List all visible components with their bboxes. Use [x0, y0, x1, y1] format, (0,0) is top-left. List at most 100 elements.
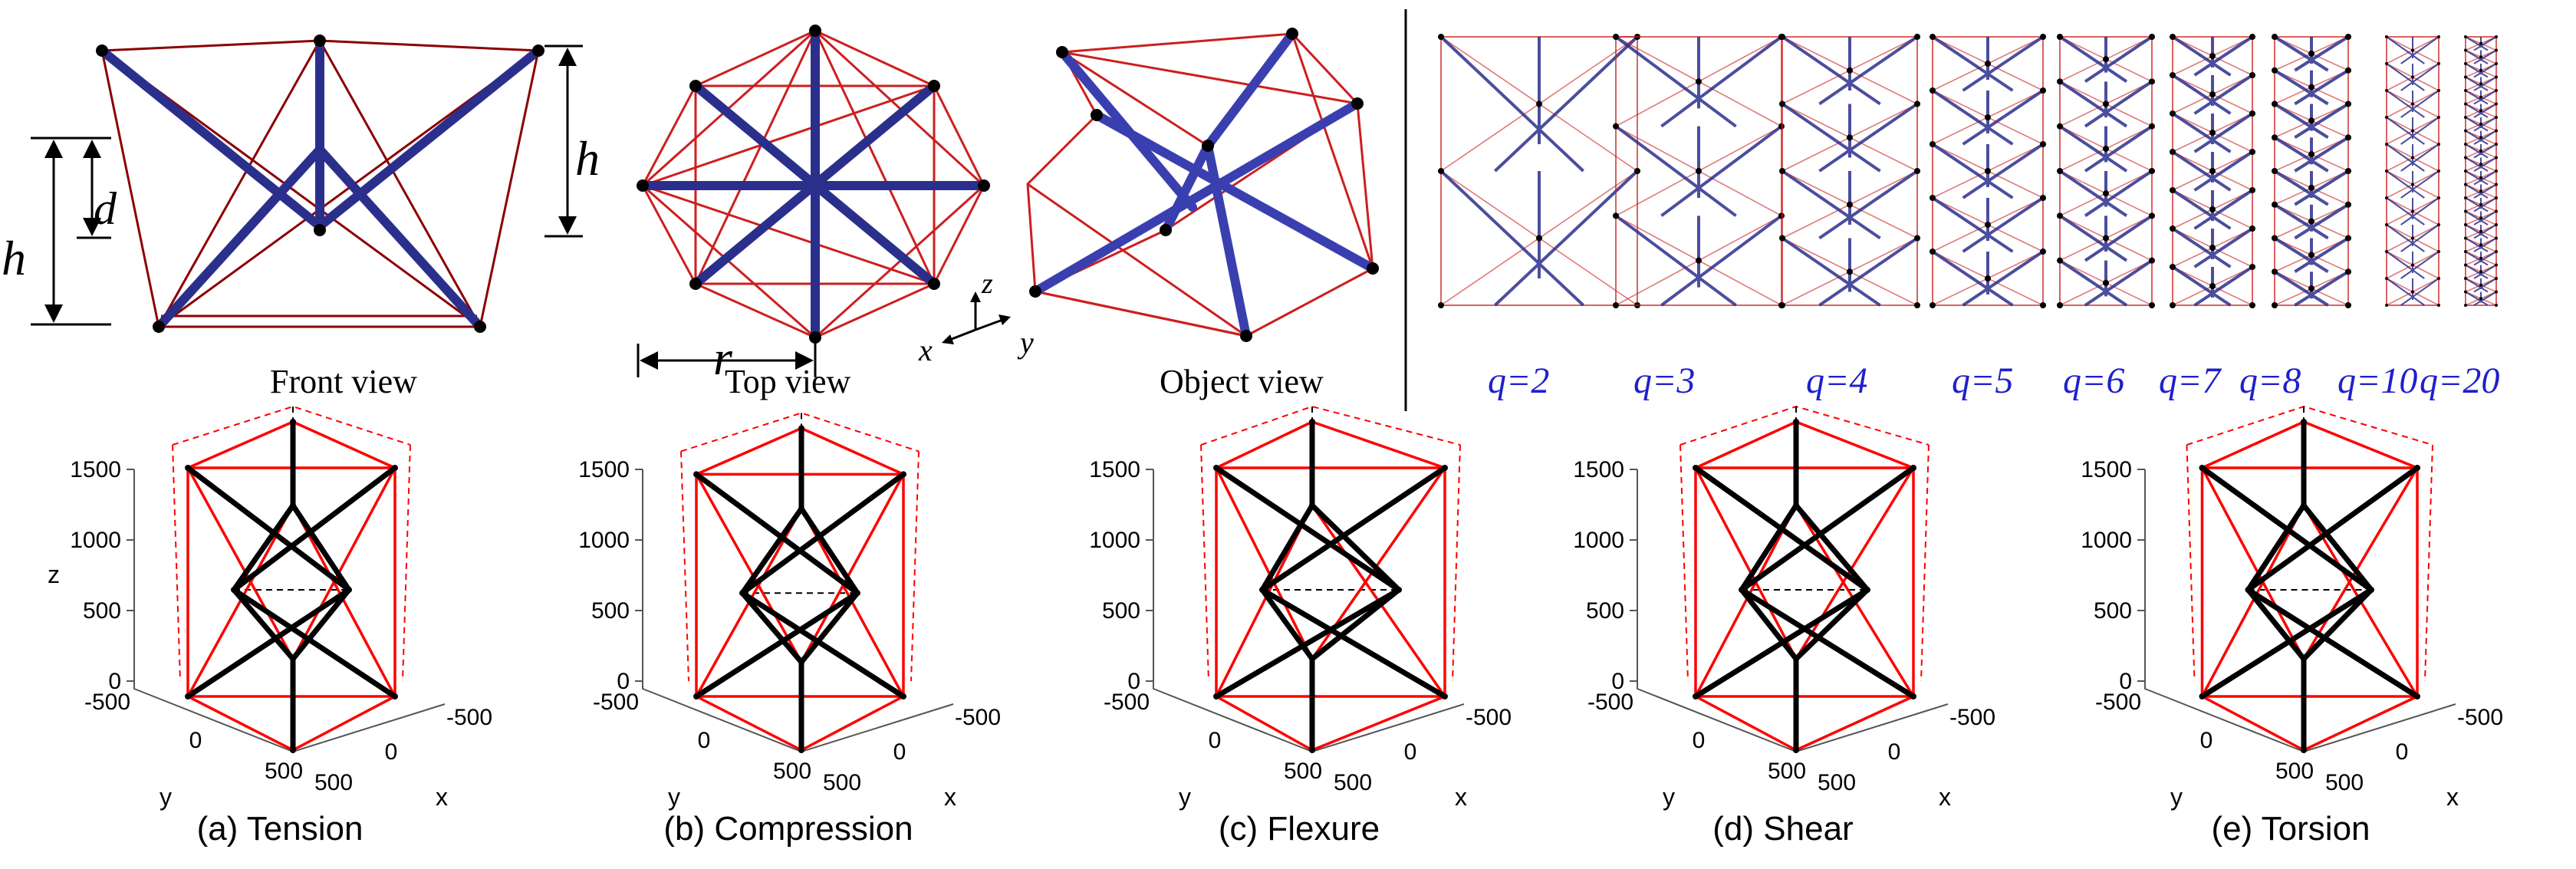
x-tick-label: 0	[893, 739, 906, 765]
q-label-7: q=7	[2159, 360, 2222, 401]
y-tick-label: 0	[1209, 728, 1222, 753]
q-label-20: q=20	[2420, 360, 2499, 401]
z-tick-label: 0	[617, 669, 630, 694]
y-axis-label: y	[668, 783, 680, 811]
x-axis-label: x	[1939, 783, 1951, 811]
y-tick-label: 0	[698, 728, 711, 753]
tensegrity-structure	[1679, 405, 1930, 753]
x-tick-label: 500	[2325, 770, 2364, 795]
panel-caption: (a) Tension	[197, 810, 364, 848]
object-view: Object view	[1026, 28, 1379, 400]
y-tick-label: 500	[2275, 759, 2314, 784]
panel-caption: (d) Shear	[1712, 810, 1853, 848]
dim-label-h-left: h	[2, 231, 26, 285]
tower-q=2	[1438, 34, 1640, 308]
y-tick-label: -500	[84, 690, 130, 715]
z-tick-label: 500	[2094, 598, 2132, 624]
z-tick-label: 1000	[2081, 528, 2132, 553]
y-tick-label: -500	[2095, 690, 2141, 715]
dim-label-d: d	[94, 183, 117, 234]
tensegrity-structure	[680, 412, 920, 753]
x-axis-label: x	[944, 783, 956, 811]
front-view: h d h Front view	[2, 35, 600, 400]
y-axis-label: y	[160, 783, 172, 811]
z-tick-label: 1000	[70, 528, 121, 553]
q-label-2: q=2	[1488, 360, 1549, 401]
z-tick-label: 0	[1611, 669, 1624, 694]
tensegrity-structure	[172, 405, 411, 753]
x-tick-label: 500	[823, 770, 861, 795]
tower-q=20	[2464, 35, 2498, 307]
z-tick-label: 1500	[1573, 457, 1624, 482]
y-tick-label: 0	[2200, 728, 2213, 753]
top-view-label: Top view	[725, 363, 851, 400]
x-tick-label: -500	[1466, 705, 1512, 730]
x-tick-label: -500	[955, 705, 1001, 730]
dim-label-r: r	[713, 331, 733, 385]
tower-q=8	[2272, 34, 2351, 308]
x-tick-label: 500	[1334, 770, 1372, 795]
top-view: r Top view	[637, 25, 990, 400]
x-tick-label: -500	[1949, 705, 1995, 730]
front-view-label: Front view	[270, 363, 417, 400]
y-tick-label: 500	[1768, 759, 1806, 784]
z-tick-label: 1000	[1089, 528, 1140, 553]
x-tick-label: 0	[385, 739, 398, 765]
tower-q=10	[2385, 35, 2440, 307]
tensegrity-structure	[1200, 405, 1461, 753]
x-tick-label: 500	[314, 770, 353, 795]
y-tick-label: 500	[773, 759, 811, 784]
triad-y-label: y	[1017, 325, 1034, 360]
z-tick-label: 1500	[2081, 457, 2132, 482]
x-tick-label: 0	[2396, 739, 2409, 765]
tower-q=7	[2170, 34, 2255, 308]
q-label-4: q=4	[1806, 360, 1867, 401]
panel-caption: (c) Flexure	[1219, 810, 1380, 848]
q-label-10: q=10	[2337, 360, 2417, 401]
q-label-3: q=3	[1633, 360, 1695, 401]
tower-q=4	[1779, 34, 1920, 308]
z-tick-label: 0	[2119, 669, 2132, 694]
z-tick-label: 500	[591, 598, 630, 624]
x-axis-label: x	[2446, 783, 2459, 811]
x-tick-label: 500	[1818, 770, 1856, 795]
y-tick-label: -500	[1587, 690, 1633, 715]
x-axis-label: x	[436, 783, 448, 811]
x-tick-label: 0	[1404, 739, 1417, 765]
y-tick-label: -500	[1104, 690, 1150, 715]
tensegrity-structure	[2186, 405, 2433, 753]
z-tick-label: 1000	[1573, 528, 1624, 553]
q-label-8: q=8	[2239, 360, 2301, 401]
y-tick-label: 0	[189, 728, 202, 753]
y-tick-label: 500	[265, 759, 303, 784]
q-label-6: q=6	[2063, 360, 2124, 401]
y-axis-label: y	[1179, 783, 1191, 811]
z-tick-label: 1500	[578, 457, 630, 482]
z-tick-label: 1500	[70, 457, 121, 482]
panel-caption: (e) Torsion	[2211, 810, 2370, 848]
dim-label-h-right: h	[575, 131, 600, 186]
z-tick-label: 1500	[1089, 457, 1140, 482]
axes-triad: z x y	[918, 268, 1034, 367]
object-view-label: Object view	[1160, 363, 1324, 400]
y-axis-label: y	[2170, 783, 2183, 811]
y-tick-label: -500	[593, 690, 639, 715]
q-towers	[1438, 34, 2498, 308]
y-axis-label: y	[1663, 783, 1675, 811]
tower-q=6	[2057, 34, 2155, 308]
y-tick-label: 500	[1284, 759, 1322, 784]
x-axis-label: x	[1455, 783, 1467, 811]
x-tick-label: -500	[446, 705, 492, 730]
tower-q=5	[1930, 34, 2046, 308]
x-tick-label: -500	[2457, 705, 2503, 730]
z-tick-label: 0	[1127, 669, 1140, 694]
q-labels: q=2 q=3 q=4 q=5 q=6 q=7 q=8 q=10 q=20	[1488, 360, 2499, 401]
